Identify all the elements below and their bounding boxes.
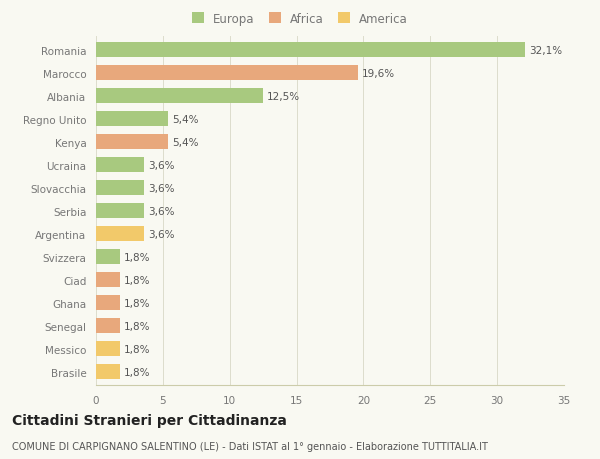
Text: 3,6%: 3,6% [148,183,175,193]
Bar [96,135,168,149]
Bar [96,319,120,333]
Text: 12,5%: 12,5% [267,91,300,101]
Bar [96,364,120,379]
Bar [96,204,144,218]
Text: Cittadini Stranieri per Cittadinanza: Cittadini Stranieri per Cittadinanza [12,413,287,427]
Bar [96,43,525,57]
Text: 3,6%: 3,6% [148,229,175,239]
Bar [96,89,263,103]
Text: 3,6%: 3,6% [148,160,175,170]
Text: 1,8%: 1,8% [124,252,151,262]
Legend: Europa, Africa, America: Europa, Africa, America [192,13,408,26]
Text: COMUNE DI CARPIGNANO SALENTINO (LE) - Dati ISTAT al 1° gennaio - Elaborazione TU: COMUNE DI CARPIGNANO SALENTINO (LE) - Da… [12,441,488,451]
Text: 1,8%: 1,8% [124,344,151,354]
Text: 1,8%: 1,8% [124,275,151,285]
Bar [96,296,120,310]
Bar [96,227,144,241]
Text: 32,1%: 32,1% [529,45,562,56]
Text: 1,8%: 1,8% [124,298,151,308]
Bar [96,341,120,356]
Bar [96,181,144,195]
Text: 1,8%: 1,8% [124,367,151,377]
Bar [96,273,120,287]
Text: 3,6%: 3,6% [148,206,175,216]
Text: 5,4%: 5,4% [172,114,199,124]
Bar [96,158,144,172]
Bar [96,250,120,264]
Text: 1,8%: 1,8% [124,321,151,331]
Text: 5,4%: 5,4% [172,137,199,147]
Bar [96,112,168,126]
Text: 19,6%: 19,6% [362,68,395,78]
Bar [96,66,358,80]
